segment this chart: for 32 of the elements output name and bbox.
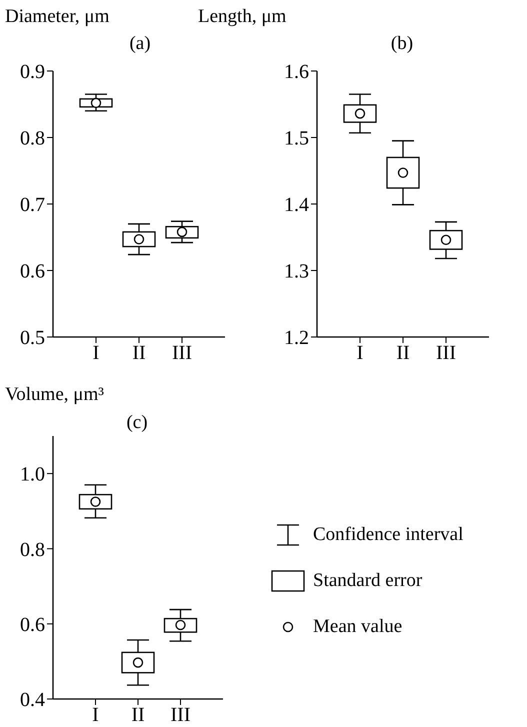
y-tick-label: 1.3 — [284, 260, 309, 283]
y-tick-label: 0.8 — [20, 128, 45, 150]
x-tick-label: III — [436, 342, 456, 364]
text: Confidence interval — [313, 524, 464, 546]
x-tick-label: II — [131, 704, 145, 726]
y-tick-label: 0.4 — [20, 689, 45, 712]
y-tick-label: 1.6 — [284, 61, 309, 84]
chart-title: (a) — [128, 33, 152, 55]
x-tick-label: I — [356, 342, 364, 364]
y-tick-label: 0.9 — [20, 61, 45, 84]
y-tick-label: 0.5 — [20, 327, 45, 350]
x-tick-label: I — [92, 704, 99, 726]
y-tick-label: 1.2 — [284, 327, 309, 350]
y-tick-label: 1.0 — [20, 464, 45, 486]
text: Mean value — [313, 616, 402, 638]
x-tick-label: III — [172, 342, 192, 364]
y-tick-label: 0.6 — [20, 614, 45, 636]
chart-title: (c) — [125, 412, 149, 434]
x-tick-label: II — [132, 342, 146, 364]
y-tick-label: 0.8 — [20, 538, 45, 561]
y-axis-title: Length, μm — [198, 6, 286, 28]
y-tick-label: 1.4 — [284, 194, 309, 216]
y-tick-label: 0.7 — [20, 194, 45, 216]
y-tick-label: 1.5 — [284, 128, 309, 150]
x-tick-label: III — [170, 704, 190, 726]
chart-title: (b) — [390, 33, 414, 55]
y-axis-title: Diameter, μm — [5, 6, 110, 28]
y-axis-title: Volume, μm³ — [5, 384, 104, 406]
y-tick-label: 0.6 — [20, 260, 45, 283]
x-tick-label: I — [92, 342, 100, 364]
text: Standard error — [313, 570, 422, 592]
x-tick-label: II — [396, 342, 410, 364]
